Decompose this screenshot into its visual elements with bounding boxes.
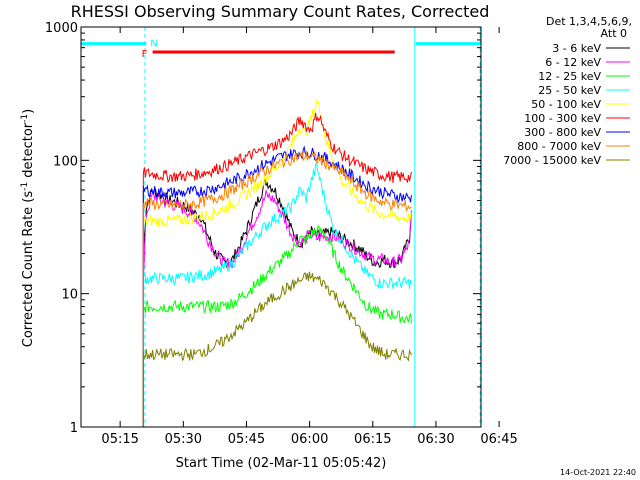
legend-label-4: 50 - 100 keV bbox=[531, 98, 601, 111]
legend-label-6: 300 - 800 keV bbox=[524, 126, 601, 139]
legend-label-1: 6 - 12 keV bbox=[545, 56, 601, 69]
legend-label-7: 800 - 7000 keV bbox=[517, 140, 601, 153]
series-line-7 bbox=[142, 151, 412, 212]
series-line-5 bbox=[142, 112, 412, 184]
legend-label-8: 7000 - 15000 keV bbox=[503, 154, 601, 167]
y-tick-label: 1 bbox=[70, 421, 78, 436]
x-tick-label: 06:00 bbox=[291, 432, 328, 447]
y-axis-label: Corrected Count Rate (s-1 detector-1) bbox=[20, 109, 36, 347]
series-line-4 bbox=[142, 99, 412, 227]
series-line-6 bbox=[142, 145, 412, 204]
y-axis-label-main: Corrected Count Rate (s bbox=[21, 191, 36, 348]
y-tick-label: 10 bbox=[61, 288, 78, 303]
axes-frame bbox=[80, 26, 482, 428]
x-axis-label: Start Time (02-Mar-11 05:05:42) bbox=[176, 456, 387, 471]
x-axis: 05:15 05:30 05:45 06:00 06:15 06:30 06:45 bbox=[101, 27, 518, 447]
plot-area: FN bbox=[81, 27, 481, 427]
legend-label-2: 12 - 25 keV bbox=[538, 70, 601, 83]
legend-header-line2: Att 0 bbox=[601, 27, 627, 40]
y-axis-label-mid: detector bbox=[21, 122, 36, 182]
y-axis: 1 10 100 1000 bbox=[45, 21, 481, 436]
x-tick-label: 05:45 bbox=[228, 432, 265, 447]
y-axis-label-end: ) bbox=[21, 109, 36, 114]
y-axis-label-sup2: -1 bbox=[20, 114, 30, 123]
x-tick-label: 05:15 bbox=[101, 432, 138, 447]
x-tick-label: 06:45 bbox=[480, 432, 517, 447]
x-tick-label: 06:15 bbox=[354, 432, 391, 447]
chart-title: RHESSI Observing Summary Count Rates, Co… bbox=[71, 2, 490, 21]
legend-label-0: 3 - 6 keV bbox=[552, 42, 601, 55]
timestamp: 14-Oct-2021 22:40 bbox=[560, 468, 636, 477]
legend-label-3: 25 - 50 keV bbox=[538, 84, 601, 97]
y-tick-label: 1000 bbox=[45, 21, 78, 36]
series-line-2 bbox=[143, 224, 412, 324]
marker-N-label: N bbox=[150, 39, 157, 50]
series-line-1 bbox=[142, 188, 412, 281]
series-line-8 bbox=[142, 271, 412, 362]
y-axis-label-sup1: -1 bbox=[20, 182, 30, 191]
marker-F-label: F bbox=[142, 49, 148, 60]
x-tick-label: 06:30 bbox=[417, 432, 454, 447]
legend-header-line1: Det 1,3,4,5,6,9, bbox=[546, 15, 632, 28]
x-tick-label: 05:30 bbox=[165, 432, 202, 447]
y-tick-label: 100 bbox=[53, 154, 78, 169]
legend-label-5: 100 - 300 keV bbox=[524, 112, 601, 125]
series-line-3 bbox=[142, 162, 412, 290]
